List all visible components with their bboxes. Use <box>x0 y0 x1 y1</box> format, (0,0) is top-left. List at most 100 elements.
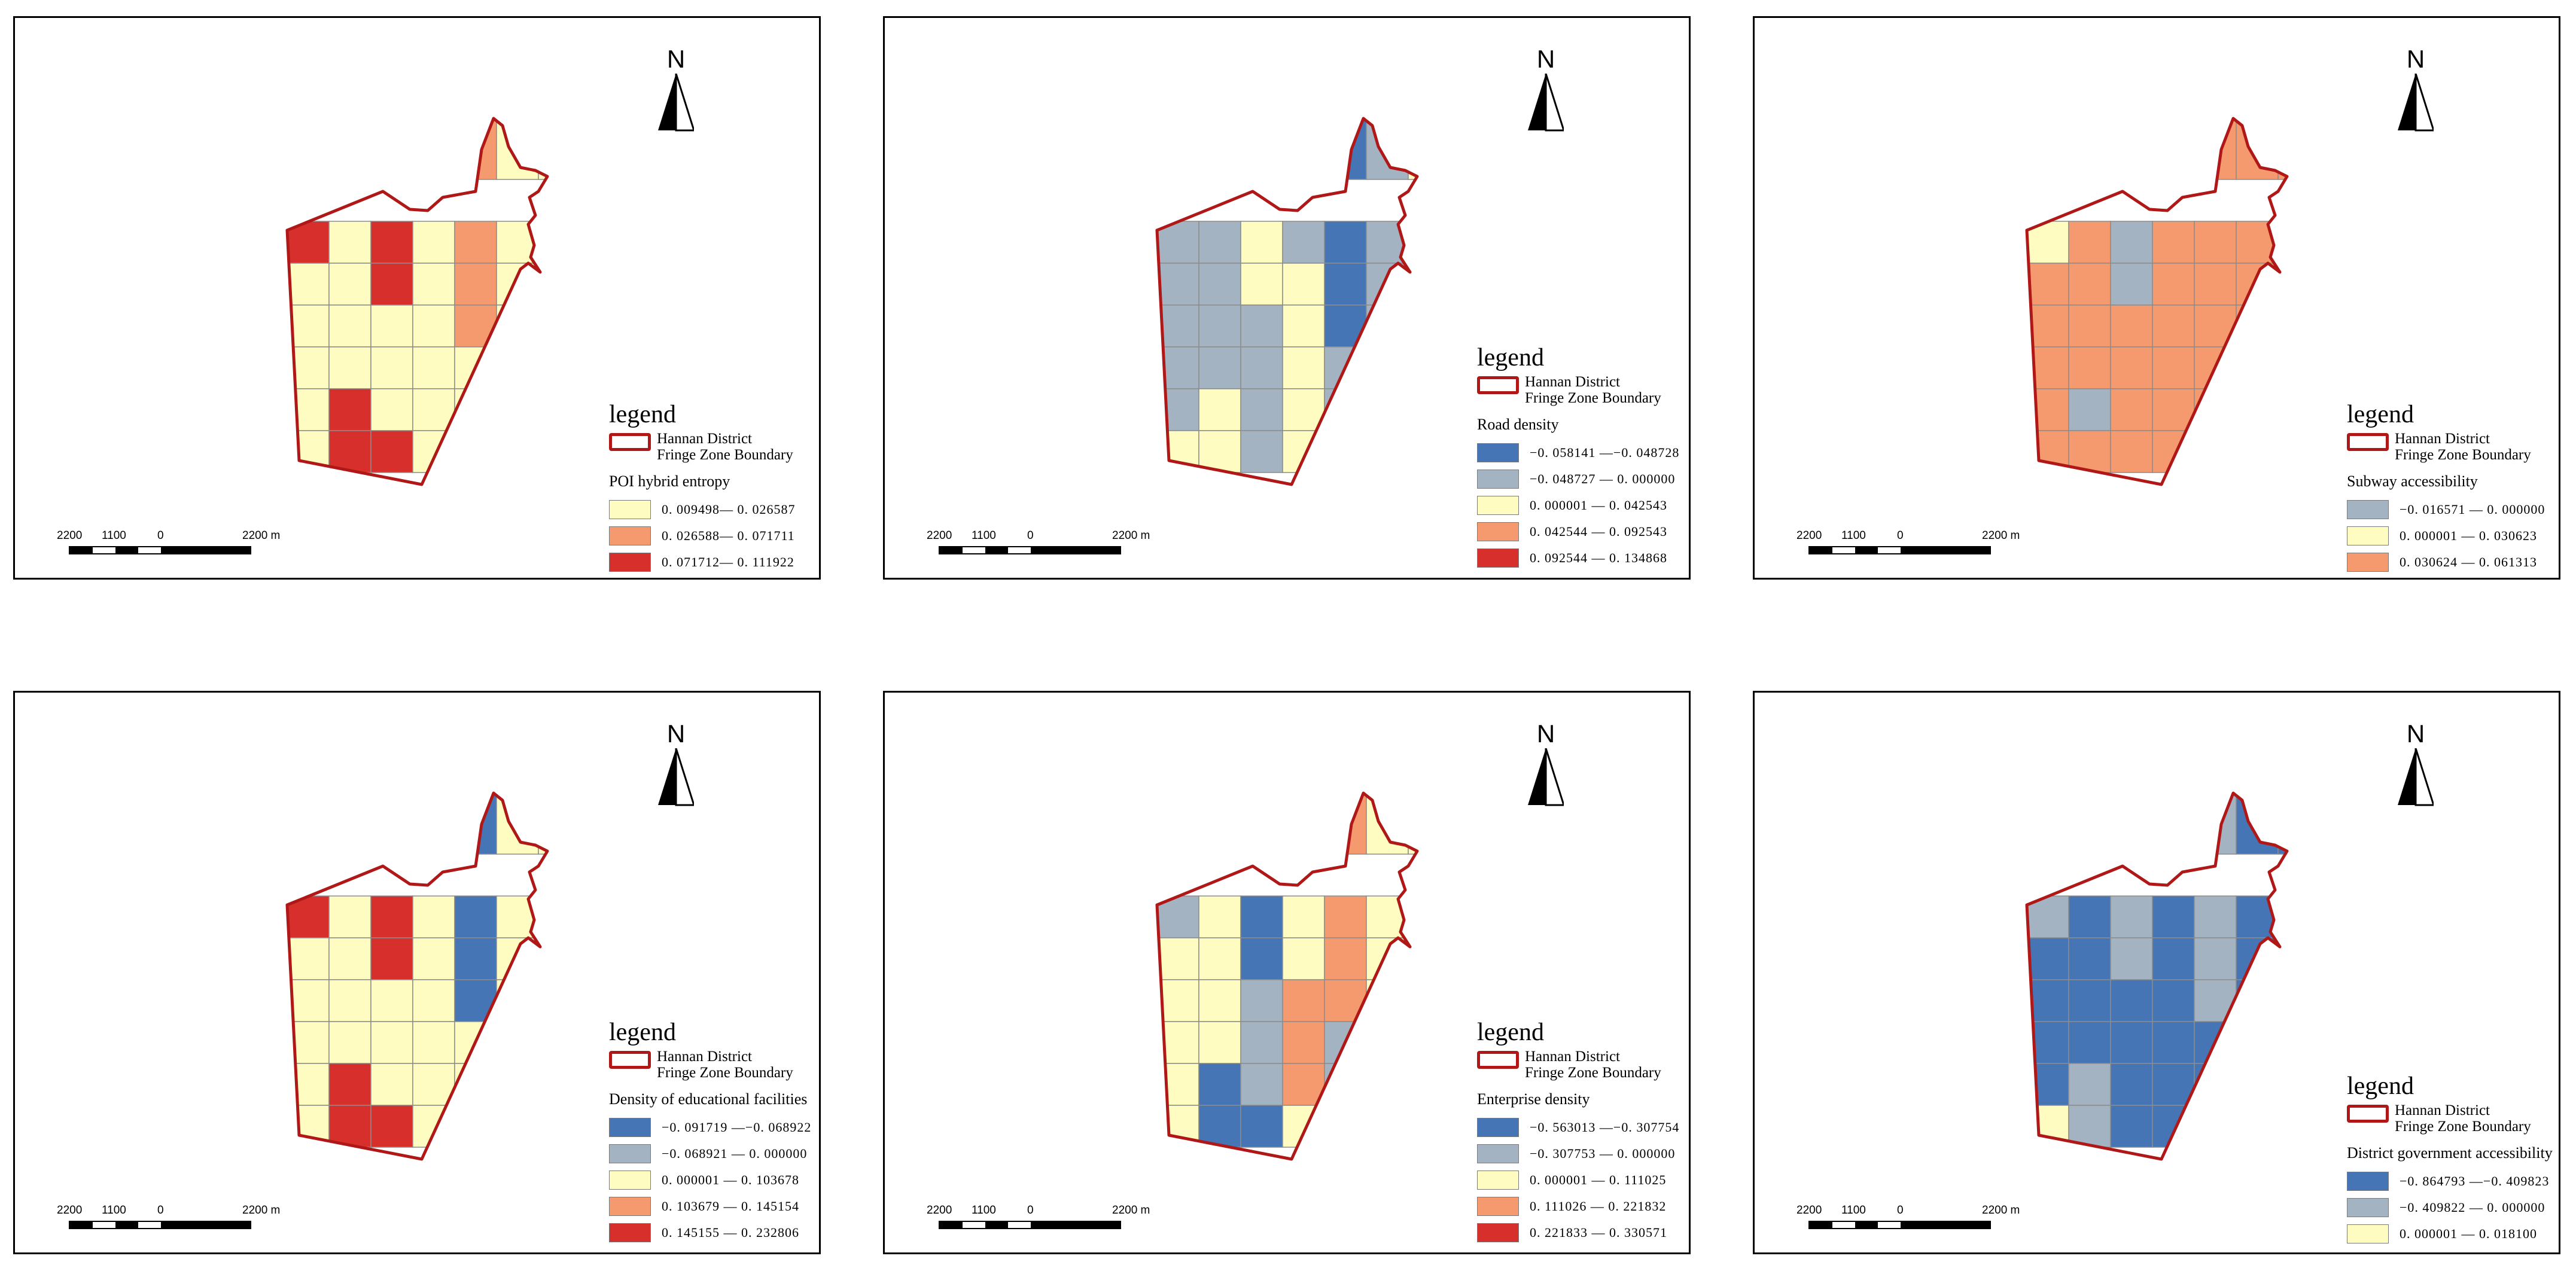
grid-cell <box>1198 979 1241 1022</box>
legend-class-entry: −0. 016571 — 0. 000000 <box>2347 496 2545 523</box>
grid-cell <box>1450 896 1492 938</box>
grid-cell <box>1408 304 1417 348</box>
scale-label: 2200 <box>1796 1204 1822 1217</box>
class-swatch <box>1477 1223 1519 1242</box>
grid-cell <box>370 346 413 389</box>
grid-cell <box>1324 979 1367 1022</box>
grid-cell <box>2194 388 2237 431</box>
scale-bar: 2200 1100 0 2200 m <box>1796 529 2020 562</box>
grid-cell <box>1198 895 1241 938</box>
choropleth-map <box>1155 117 1419 486</box>
boundary-swatch <box>2347 433 2389 451</box>
grid-cell <box>1408 937 1417 980</box>
boundary-swatch <box>1477 376 1519 394</box>
class-label: −0. 048727 — 0. 000000 <box>1530 471 1676 486</box>
boundary-label-line2: Fringe Zone Boundary <box>657 1065 793 1081</box>
class-label: 0. 026588— 0. 071711 <box>662 528 795 543</box>
grid-cell <box>2277 304 2287 348</box>
grid-cell <box>328 430 372 473</box>
boundary-label-line2: Fringe Zone Boundary <box>1525 390 1661 406</box>
scale-label: 2200 m <box>1982 1204 2020 1217</box>
grid-cell <box>412 263 455 306</box>
grid-cell <box>2027 388 2069 431</box>
legend-class-entry: 0. 111026 — 0. 221832 <box>1477 1193 1679 1220</box>
grid-cell <box>496 304 539 348</box>
boundary-label-line2: Fringe Zone Boundary <box>657 447 793 463</box>
grid-cell <box>2027 263 2069 306</box>
legend-class-entry: −0. 048727 — 0. 000000 <box>1477 466 1679 492</box>
grid-cell <box>496 937 539 980</box>
class-list: −0. 864793 —−0. 409823 −0. 409822 — 0. 00… <box>2347 1168 2553 1247</box>
grid-cell <box>538 263 547 306</box>
grid-cell <box>580 90 622 179</box>
map-panel-road-density: N legend Hannan District Fringe Zone Bou… <box>883 16 1691 580</box>
grid-cell <box>2194 221 2237 264</box>
legend-title: legend <box>2347 1072 2414 1100</box>
grid-cell <box>1366 346 1409 389</box>
grid-cell <box>2110 346 2153 389</box>
boundary-swatch <box>609 433 651 451</box>
grid-cell <box>1240 937 1283 980</box>
class-swatch <box>609 1144 651 1163</box>
grid-cell <box>1157 388 1199 431</box>
grid-cell <box>2194 1063 2237 1106</box>
grid-cell <box>328 1063 372 1106</box>
grid-cell <box>412 388 455 431</box>
class-label: 0. 000001 — 0. 111025 <box>1530 1172 1667 1187</box>
legend-title: legend <box>1477 1019 1544 1046</box>
grid-cell <box>1240 346 1283 389</box>
grid-cell <box>1282 263 1325 306</box>
grid-cell <box>1282 304 1325 348</box>
grid-cell <box>2194 979 2237 1022</box>
grid-cell <box>1408 221 1417 264</box>
scale-labels: 2200 1100 0 2200 m <box>927 1204 1150 1220</box>
grid-cell <box>287 1063 330 1106</box>
grid-cell <box>1492 896 1534 938</box>
grid-cell <box>328 937 372 980</box>
scale-label: 0 <box>1897 1204 1904 1217</box>
grid-cell <box>2362 896 2404 938</box>
grid-cell <box>1324 895 1367 938</box>
grid-cell <box>1366 118 1409 180</box>
grid-cell <box>2152 1105 2195 1148</box>
scale-labels: 2200 1100 0 2200 m <box>1796 529 2020 545</box>
scale-label: 2200 m <box>1112 1204 1150 1217</box>
grid-cell <box>1240 388 1283 431</box>
grid-cell <box>538 937 547 980</box>
grid-cell <box>2110 1063 2153 1106</box>
grid-cell <box>1240 979 1283 1022</box>
grid-cell <box>538 895 547 938</box>
scale-labels: 2200 1100 0 2200 m <box>57 529 280 545</box>
north-arrow: N <box>2398 45 2446 147</box>
grid-cell <box>496 1021 539 1064</box>
scale-label: 0 <box>1027 529 1034 542</box>
grid-cell <box>328 346 372 389</box>
scale-label: 1100 <box>1841 529 1866 542</box>
grid-cell <box>412 430 455 473</box>
scale-label: 0 <box>157 529 164 542</box>
grid-cell <box>2277 895 2287 938</box>
grid-cell <box>2194 937 2237 980</box>
grid-cell <box>2068 304 2111 348</box>
legend-title: legend <box>1477 344 1544 371</box>
class-label: −0. 068921 — 0. 000000 <box>662 1146 808 1161</box>
grid-cell <box>1324 263 1367 306</box>
variable-title: Enterprise density <box>1477 1090 1590 1108</box>
legend: legend Hannan District Fringe Zone Bound… <box>1477 344 1679 571</box>
grid-cell <box>2277 221 2287 264</box>
grid-cell <box>1157 1063 1199 1106</box>
north-arrow: N <box>1528 45 1576 147</box>
north-arrow-icon <box>658 748 694 806</box>
grid-cell <box>2320 263 2362 305</box>
legend-boundary-entry: Hannan District Fringe Zone Boundary <box>609 431 796 463</box>
class-list: −0. 563013 —−0. 307754 −0. 307753 — 0. 00… <box>1477 1114 1679 1246</box>
grid-cell <box>2236 263 2279 306</box>
scale-bar: 2200 1100 0 2200 m <box>927 1204 1150 1237</box>
legend-class-entry: −0. 864793 —−0. 409823 <box>2347 1168 2553 1194</box>
grid-cell <box>1324 1063 1367 1106</box>
fringe-zone-boundary <box>285 791 549 1161</box>
grid-cell <box>2277 793 2287 855</box>
scale-label: 1100 <box>1841 1204 1866 1217</box>
class-label: 0. 071712— 0. 111922 <box>662 554 794 569</box>
legend-boundary-entry: Hannan District Fringe Zone Boundary <box>1477 1049 1679 1081</box>
